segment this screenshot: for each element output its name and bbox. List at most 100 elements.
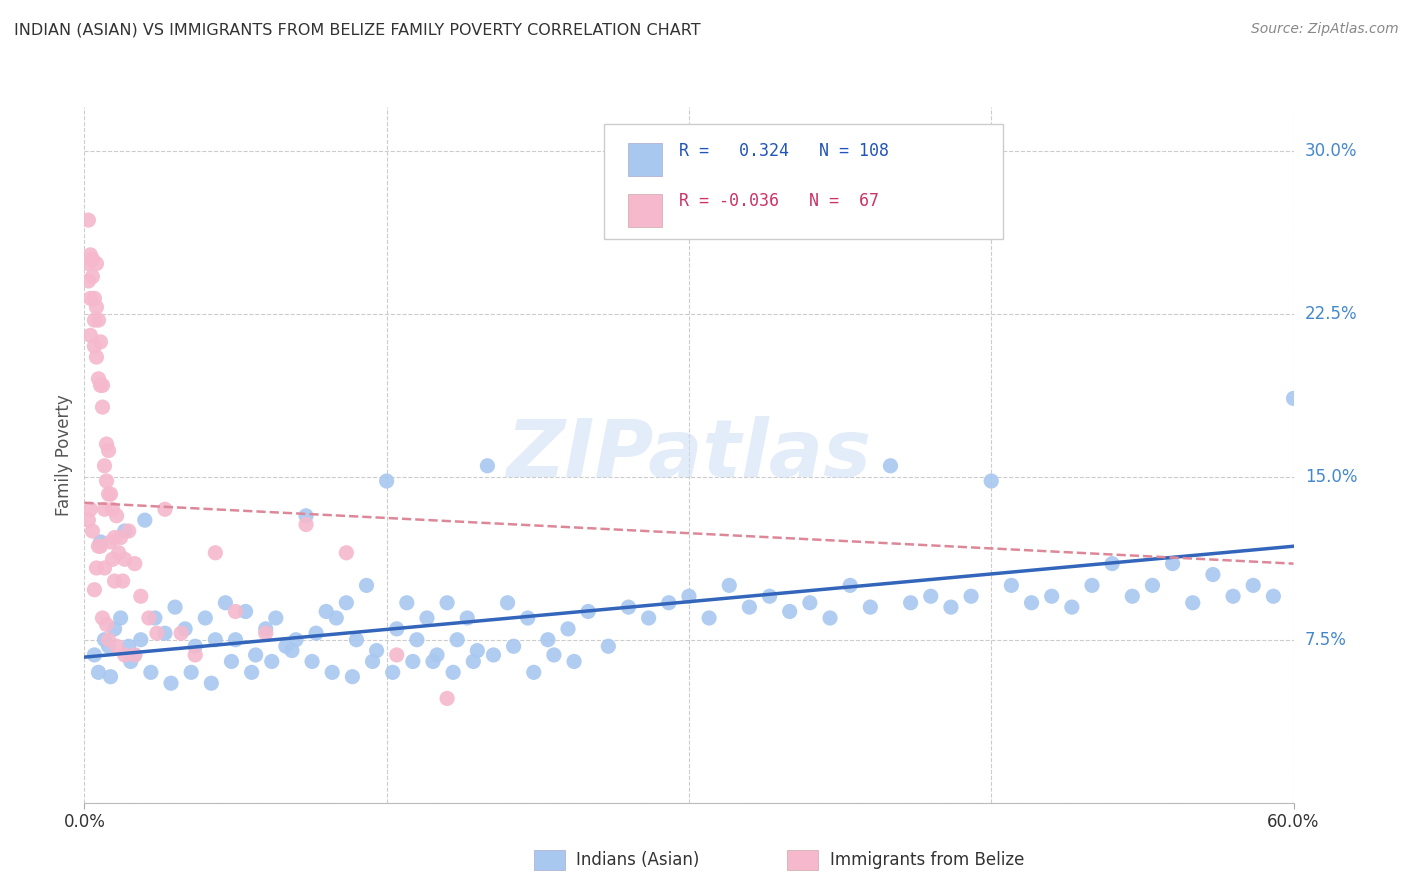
Point (114, 648, 136, 662)
Point (139, 665, 162, 680)
Text: INDIAN (ASIAN) VS IMMIGRANTS FROM BELIZE FAMILY POVERTY CORRELATION CHART: INDIAN (ASIAN) VS IMMIGRANTS FROM BELIZE… (14, 22, 700, 37)
Point (184, 648, 207, 662)
Point (361, 655, 384, 669)
Point (799, 596, 821, 610)
Point (134, 513, 156, 527)
Point (204, 546, 226, 560)
Point (456, 611, 478, 625)
Point (129, 632, 152, 647)
Point (110, 531, 132, 545)
Text: R = -0.036   N =  67: R = -0.036 N = 67 (679, 193, 879, 211)
Point (678, 589, 700, 603)
Point (83, 339, 105, 353)
Point (160, 676, 183, 690)
Point (496, 596, 519, 610)
Text: 7.5%: 7.5% (1305, 631, 1347, 648)
Point (235, 605, 257, 619)
Point (1040, 589, 1063, 603)
Point (254, 622, 277, 636)
Point (86, 300, 108, 314)
Text: 15.0%: 15.0% (1305, 467, 1357, 485)
Point (174, 622, 197, 636)
Point (557, 622, 579, 636)
Point (477, 458, 499, 473)
Point (107, 546, 129, 560)
Point (93, 502, 115, 516)
Point (105, 639, 128, 653)
Point (576, 605, 599, 619)
Point (111, 574, 134, 588)
Point (83, 582, 105, 597)
Point (1021, 596, 1043, 610)
Point (240, 665, 263, 680)
Point (89, 535, 111, 549)
Point (402, 655, 425, 669)
Point (194, 611, 217, 625)
Point (543, 648, 565, 662)
Point (637, 611, 659, 625)
Point (516, 611, 538, 625)
Point (436, 691, 458, 706)
Point (97, 632, 120, 647)
Point (335, 546, 357, 560)
Point (97, 443, 120, 458)
Point (82, 524, 104, 538)
Point (1060, 600, 1083, 615)
Point (79, 248, 101, 262)
Point (305, 626, 328, 640)
Point (1263, 589, 1285, 603)
Point (245, 648, 267, 662)
Point (375, 474, 398, 488)
Point (104, 531, 127, 545)
Point (83, 648, 105, 662)
Point (617, 600, 640, 615)
Point (110, 611, 132, 625)
Point (114, 524, 136, 538)
Point (1121, 589, 1143, 603)
Point (315, 605, 337, 619)
Point (184, 639, 207, 653)
Point (79, 328, 101, 343)
Point (101, 552, 124, 566)
Point (502, 639, 524, 653)
Point (97, 639, 120, 653)
Y-axis label: Family Poverty: Family Poverty (55, 394, 73, 516)
Point (93, 458, 115, 473)
Point (879, 458, 901, 473)
Point (426, 648, 449, 662)
Point (939, 600, 962, 615)
Point (100, 670, 122, 684)
Point (301, 655, 323, 669)
Point (295, 517, 318, 532)
Point (342, 670, 364, 684)
Point (463, 655, 485, 669)
Point (1202, 567, 1225, 582)
Point (79, 291, 101, 305)
Bar (628, 143, 662, 177)
Point (83, 313, 105, 327)
Point (325, 611, 347, 625)
Point (441, 665, 464, 680)
Point (416, 611, 439, 625)
Point (77, 257, 100, 271)
Text: Indians (Asian): Indians (Asian) (576, 851, 700, 869)
Point (96, 437, 118, 451)
Point (118, 639, 141, 653)
Point (718, 578, 741, 592)
Point (200, 676, 222, 690)
Point (321, 665, 343, 680)
Point (89, 378, 111, 392)
Point (77, 513, 100, 527)
Point (658, 596, 681, 610)
Point (153, 502, 176, 516)
Point (1101, 557, 1123, 571)
Point (738, 600, 761, 615)
Point (381, 665, 404, 680)
Point (225, 605, 247, 619)
Point (1222, 589, 1244, 603)
Point (366, 643, 388, 657)
Point (124, 557, 146, 571)
Point (104, 622, 127, 636)
Point (91, 611, 114, 625)
Point (260, 655, 283, 669)
